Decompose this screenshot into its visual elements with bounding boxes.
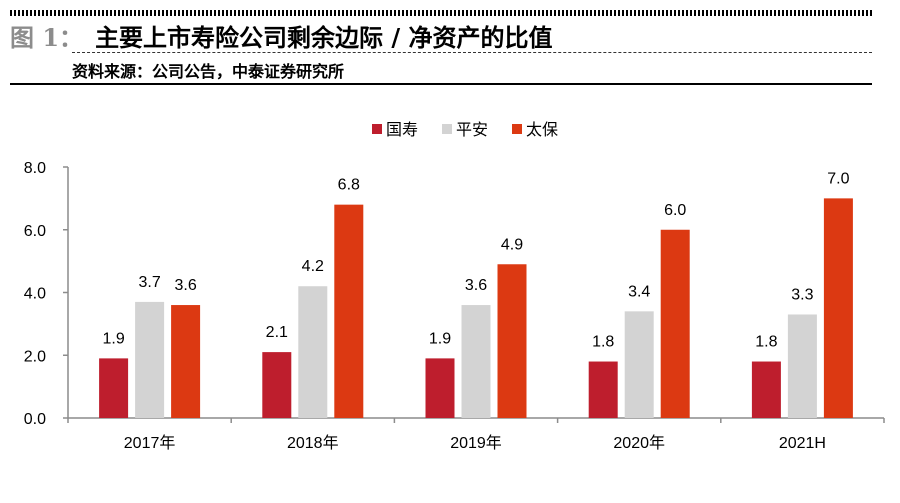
chart-legend: 国寿 平安 太保 xyxy=(372,120,558,139)
data-label: 1.9 xyxy=(429,330,451,347)
data-label: 2.1 xyxy=(266,324,288,341)
bars xyxy=(99,198,853,418)
header-bottom-rule xyxy=(10,83,872,85)
x-category-label: 2017年 xyxy=(124,434,176,452)
bar xyxy=(171,305,201,418)
legend-swatch xyxy=(442,124,452,134)
y-tick-label: 6.0 xyxy=(24,223,46,240)
figure-title-text: 主要上市寿险公司剩余边际 / 净资产的比值 xyxy=(95,23,553,52)
top-decorative-rule xyxy=(10,10,872,16)
bar xyxy=(823,198,853,418)
data-label: 3.3 xyxy=(791,286,813,303)
bar xyxy=(787,314,817,418)
data-label: 6.0 xyxy=(664,202,686,219)
bar xyxy=(135,301,165,418)
bar xyxy=(99,358,129,418)
legend-label: 平安 xyxy=(456,120,488,139)
bar xyxy=(624,311,654,418)
data-label: 3.6 xyxy=(174,277,196,294)
legend-swatch xyxy=(512,124,522,134)
dashed-divider xyxy=(72,52,872,53)
data-label: 3.7 xyxy=(138,274,160,291)
bar xyxy=(334,204,364,418)
legend-swatch xyxy=(372,124,382,134)
x-category-label: 2019年 xyxy=(450,434,502,452)
legend-label: 国寿 xyxy=(386,120,418,139)
figure-title: 图 1： 主要上市寿险公司剩余边际 / 净资产的比值 xyxy=(10,18,553,52)
source-note: 资料来源：公司公告，中泰证券研究所 xyxy=(72,62,345,81)
x-category-label: 2020年 xyxy=(613,434,665,452)
y-tick-label: 4.0 xyxy=(24,286,46,303)
bar xyxy=(298,286,328,418)
y-tick-label: 2.0 xyxy=(24,348,46,365)
data-label: 1.9 xyxy=(102,330,124,347)
data-label: 3.6 xyxy=(465,277,487,294)
data-label: 1.8 xyxy=(755,334,777,351)
y-tick-label: 8.0 xyxy=(24,160,46,177)
bar xyxy=(588,361,618,418)
data-labels: 1.9 3.7 3.6 2.1 4.2 6.8 1.9 3.6 4.9 1.8 3.4 6.0 1.8 3… xyxy=(102,170,849,350)
bar xyxy=(461,305,491,418)
data-label: 3.4 xyxy=(628,283,650,300)
y-axis: 0.0 2.0 4.0 6.0 8.0 xyxy=(24,160,69,428)
data-label: 1.8 xyxy=(592,334,614,351)
data-label: 4.2 xyxy=(302,258,324,275)
data-label: 6.8 xyxy=(338,177,360,194)
bar xyxy=(425,358,455,418)
x-category-label: 2018年 xyxy=(287,434,339,452)
figure-label: 图 1： xyxy=(10,23,84,52)
bar xyxy=(751,361,781,418)
data-label: 4.9 xyxy=(501,236,523,253)
data-label: 7.0 xyxy=(827,170,849,187)
legend-label: 太保 xyxy=(526,120,558,139)
bar xyxy=(660,229,690,418)
x-axis: 2017年 2018年 2019年 2020年 2021H xyxy=(67,417,885,452)
y-tick-label: 0.0 xyxy=(24,411,46,428)
bar xyxy=(497,264,527,418)
x-category-label: 2021H xyxy=(779,435,826,452)
bar xyxy=(262,352,292,418)
